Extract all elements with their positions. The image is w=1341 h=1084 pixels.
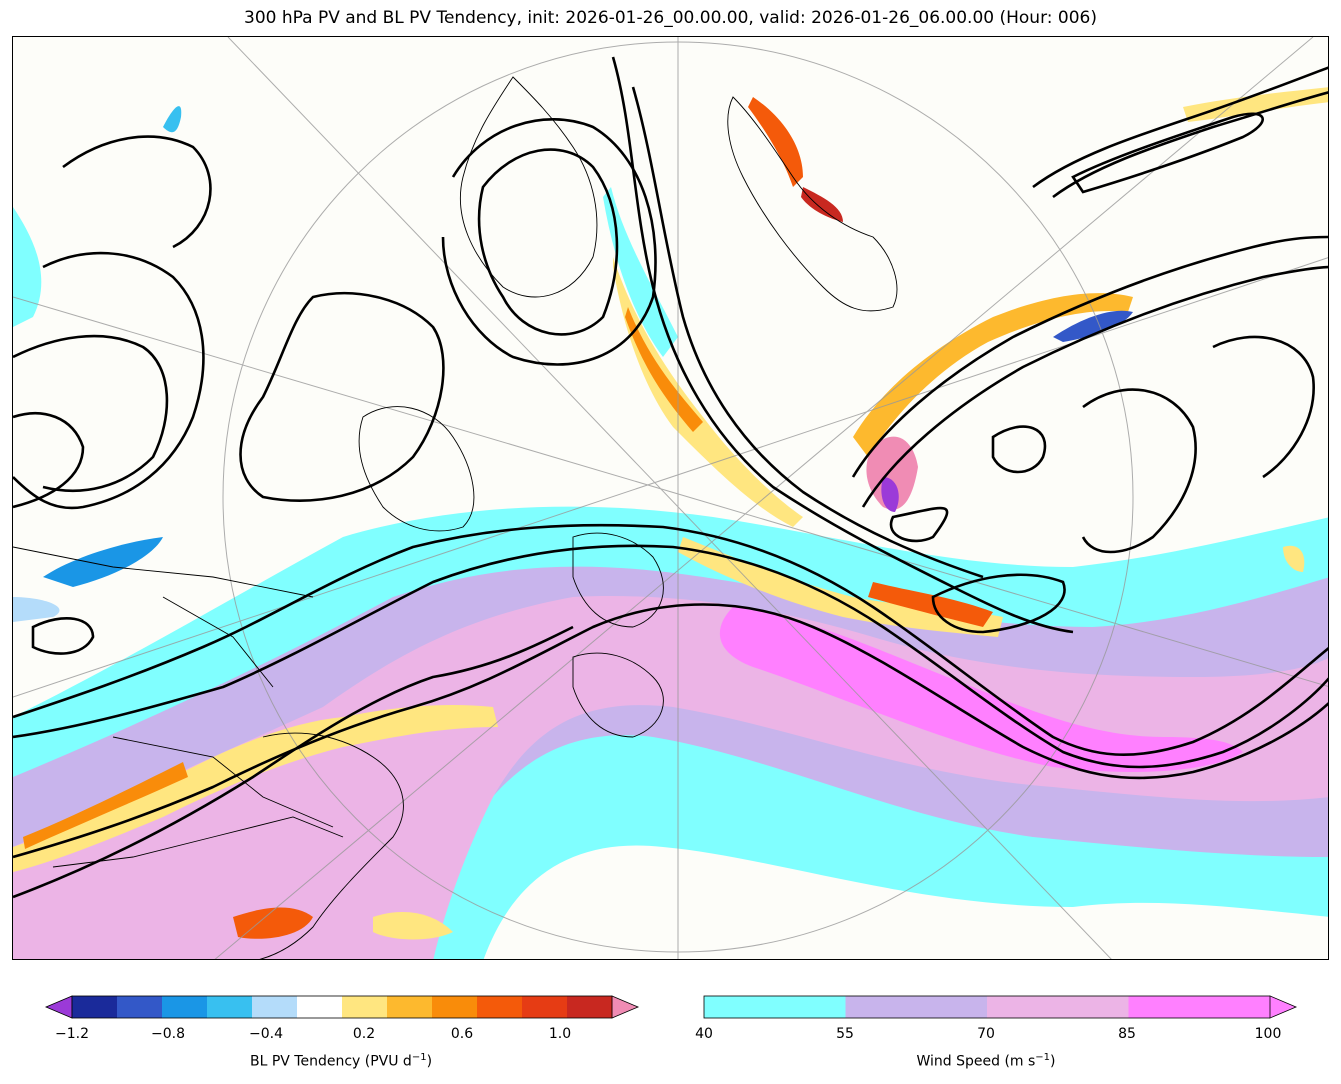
pv-tendency-colorbar-swatches bbox=[44, 995, 640, 1019]
coastlines bbox=[13, 76, 898, 959]
wind-speed-colorbar-label: Wind Speed (m s−1) bbox=[916, 1052, 1056, 1070]
wind-speed-colorbar-swatches bbox=[703, 995, 1298, 1019]
colorbar-tick-label: −0.8 bbox=[151, 1026, 185, 1042]
map-title: 300 hPa PV and BL PV Tendency, init: 202… bbox=[244, 8, 1097, 28]
colorbar-swatch bbox=[567, 996, 613, 1018]
colorbar-extend-max bbox=[611, 995, 640, 1019]
colorbar-swatch bbox=[704, 996, 846, 1018]
wind-40-north-2 bbox=[13, 207, 42, 327]
wind-85-band bbox=[719, 607, 1243, 772]
wind-40-east bbox=[1273, 517, 1328, 565]
colorbar-tick-label: 70 bbox=[977, 1026, 995, 1042]
colorbar-swatch bbox=[342, 996, 388, 1018]
colorbar-swatch bbox=[1128, 996, 1271, 1018]
colorbar-swatch bbox=[432, 996, 478, 1018]
colorbar-extend-min bbox=[44, 995, 73, 1019]
wind-speed-colorbar bbox=[703, 995, 1298, 1019]
colorbar-tick-label: −1.2 bbox=[55, 1026, 89, 1042]
colorbar-swatch bbox=[297, 996, 343, 1018]
colorbar-swatch bbox=[252, 996, 298, 1018]
colorbar-outline bbox=[703, 995, 1271, 1019]
wind-speed-shading bbox=[13, 187, 1328, 959]
colorbar-swatch bbox=[387, 996, 433, 1018]
colorbar-tick-label: 1.0 bbox=[548, 1026, 572, 1042]
colorbar-tick-label: 0.6 bbox=[450, 1026, 474, 1042]
colorbar-swatch bbox=[72, 996, 118, 1018]
colorbar-extend-max bbox=[1269, 995, 1298, 1019]
graticule bbox=[13, 37, 1328, 959]
pv-tendency-shading bbox=[13, 87, 1328, 940]
colorbar-swatch bbox=[477, 996, 523, 1018]
colorbar-tick-label: 0.2 bbox=[352, 1026, 376, 1042]
map-panel[interactable] bbox=[12, 36, 1329, 960]
colorbar-swatch bbox=[207, 996, 253, 1018]
colorbar-tick-label: 100 bbox=[1254, 1026, 1282, 1042]
wind-40-north-1 bbox=[603, 187, 678, 357]
pv-contours bbox=[13, 56, 1328, 899]
colorbar-swatch bbox=[987, 996, 1129, 1018]
wind-70-band bbox=[13, 596, 1328, 959]
colorbar-swatch bbox=[522, 996, 568, 1018]
colorbar-swatch bbox=[117, 996, 163, 1018]
colorbar-tick-label: 40 bbox=[695, 1026, 713, 1042]
colorbar-outline bbox=[71, 995, 613, 1019]
map-canvas bbox=[13, 37, 1328, 959]
colorbar-tick-label: −0.4 bbox=[249, 1026, 283, 1042]
pv-tendency-colorbar-label: BL PV Tendency (PVU d−1) bbox=[249, 1052, 433, 1070]
colorbar-tick-label: 85 bbox=[1118, 1026, 1136, 1042]
colorbar-swatch bbox=[845, 996, 988, 1018]
pv-tendency-colorbar bbox=[44, 995, 640, 1019]
colorbar-tick-label: 55 bbox=[836, 1026, 854, 1042]
colorbar-swatch bbox=[162, 996, 208, 1018]
